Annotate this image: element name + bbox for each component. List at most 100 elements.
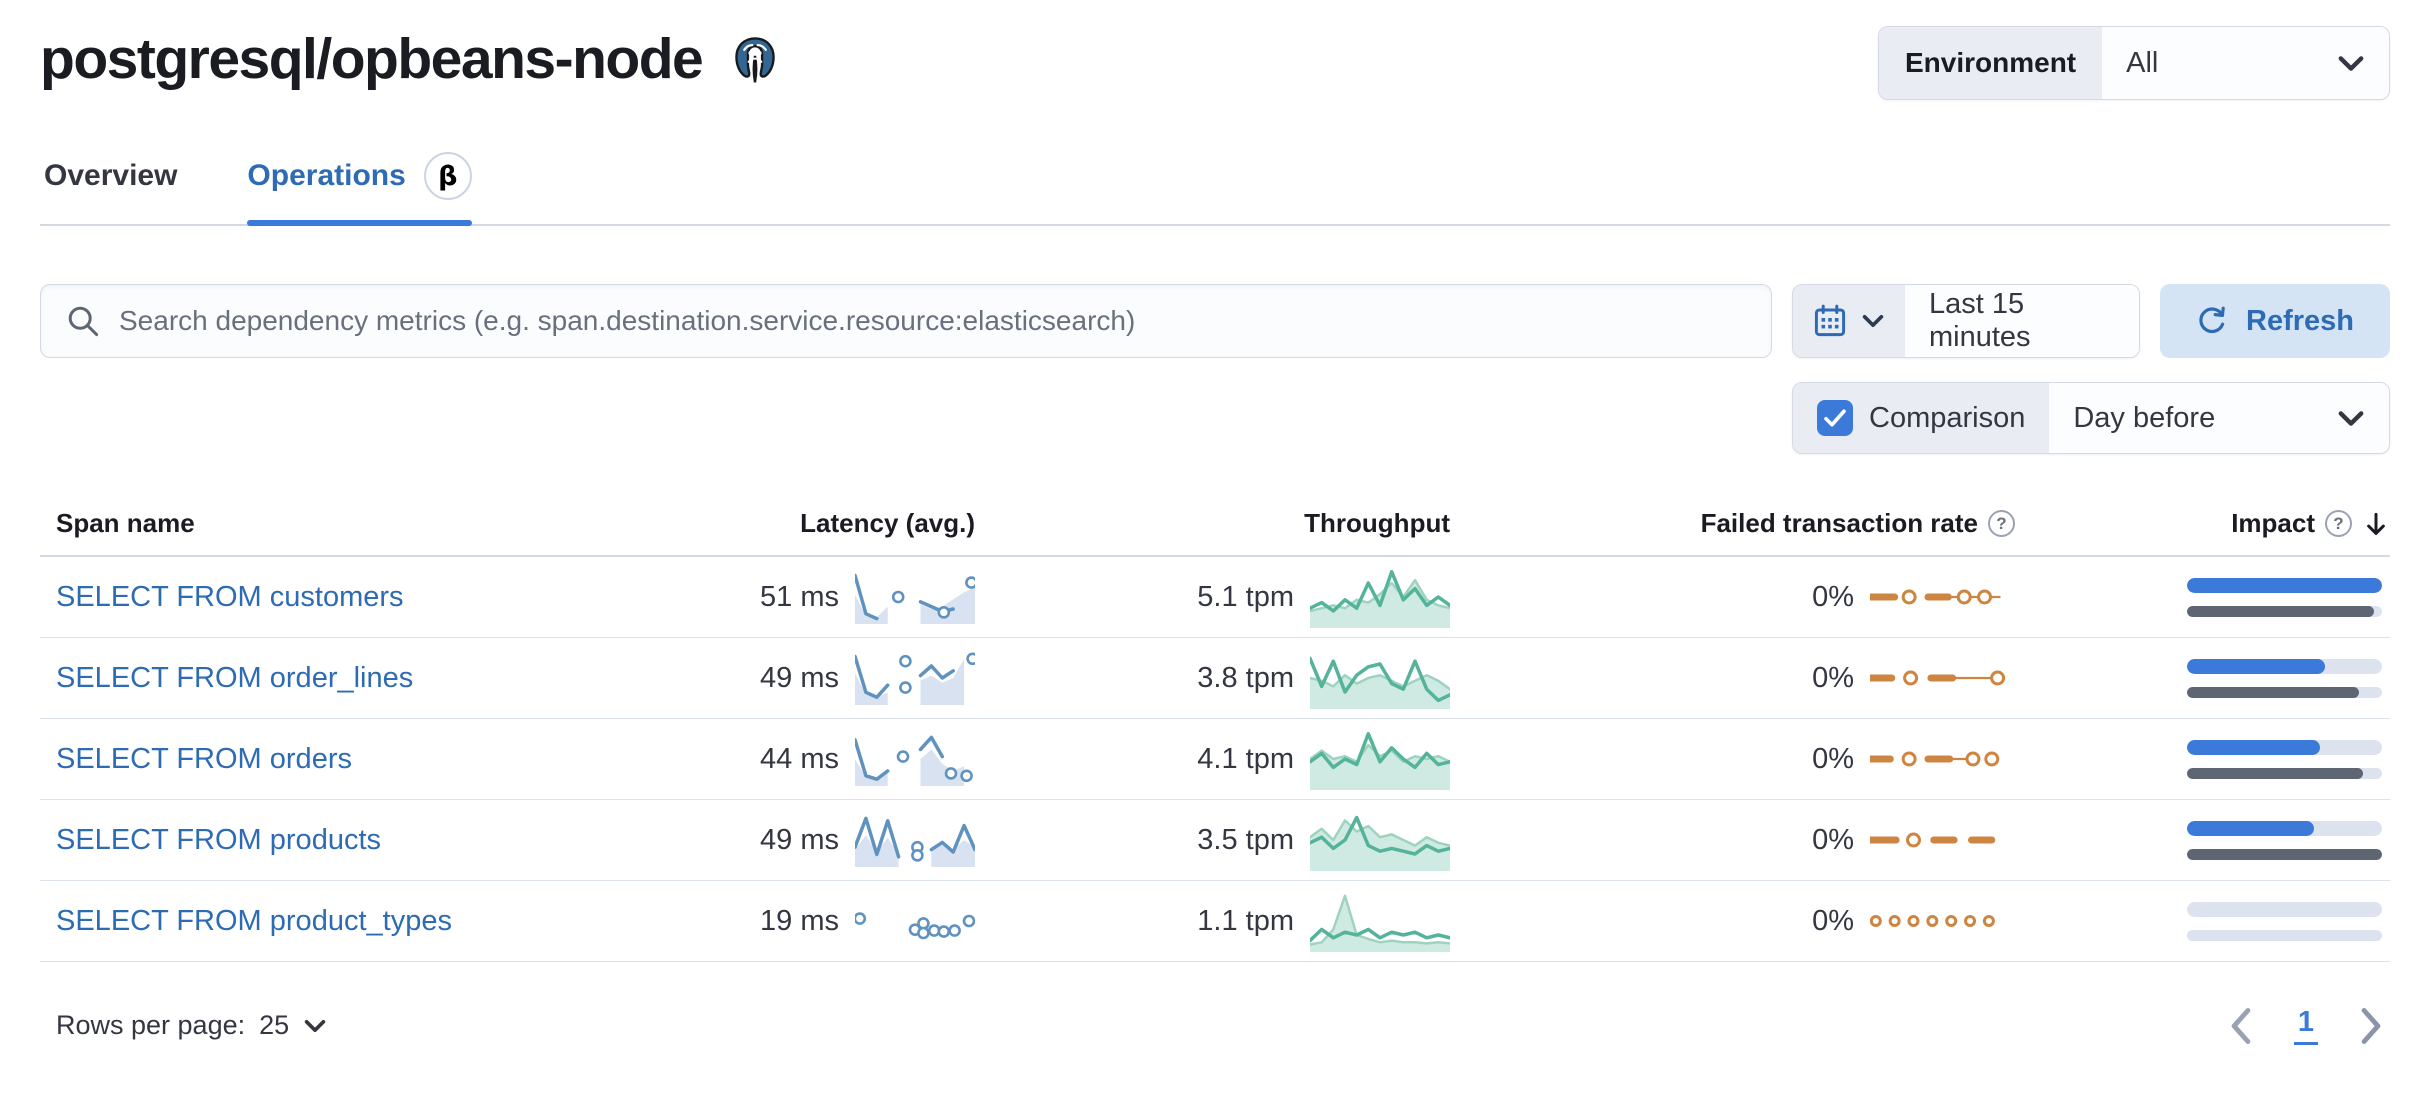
span-name-link[interactable]: SELECT FROM orders xyxy=(56,742,352,775)
latency-sparkline xyxy=(855,912,975,940)
failed-rate-cell: 0% xyxy=(1450,743,2015,776)
comparison-checkbox-wrap: Comparison xyxy=(1793,383,2050,453)
latency-sparkline xyxy=(855,573,975,624)
comparison-selected: Day before xyxy=(2073,401,2216,434)
throughput-cell: 3.5 tpm xyxy=(975,807,1450,873)
span-name-link[interactable]: SELECT FROM customers xyxy=(56,580,404,613)
impact-bar-current xyxy=(2187,577,2382,593)
failed-rate-sparkline xyxy=(1870,589,2001,605)
throughput-sparkline xyxy=(1310,656,1450,709)
latency-cell: 51 ms xyxy=(555,568,975,626)
tab-overview-label: Overview xyxy=(44,159,178,192)
environment-selected: All xyxy=(2126,46,2159,79)
failed-rate-cell: 0% xyxy=(1450,581,2015,614)
apm-dependency-page: postgresql/opbeans-node Environment All … xyxy=(40,26,2390,1045)
chevron-down-icon xyxy=(2338,55,2364,71)
chevron-down-icon xyxy=(304,1019,326,1032)
table-row: SELECT FROM orders 44 ms 4.1 tpm 0% xyxy=(40,719,2390,800)
failed-rate-sparkline xyxy=(1870,832,1996,848)
impact-bar-previous xyxy=(2187,767,2363,779)
page-number-1[interactable]: 1 xyxy=(2293,1006,2318,1045)
rows-per-page-value: 25 xyxy=(259,1010,290,1040)
page-title: postgresql/opbeans-node xyxy=(40,27,704,91)
tab-overview[interactable]: Overview xyxy=(44,152,177,224)
failed-rate-sparkline xyxy=(1870,670,2006,686)
failed-rate-cell: 0% xyxy=(1450,824,2015,857)
latency-cell: 49 ms xyxy=(555,649,975,707)
failed-rate-sparkline xyxy=(1870,751,2000,767)
throughput-cell: 5.1 tpm xyxy=(975,564,1450,630)
table-row: SELECT FROM customers 51 ms 5.1 tpm 0% xyxy=(40,557,2390,638)
col-header-throughput[interactable]: Throughput xyxy=(1304,508,1450,538)
col-header-impact[interactable]: Impact ? xyxy=(2015,508,2390,539)
impact-cell xyxy=(2015,901,2390,941)
failed-rate-cell: 0% xyxy=(1450,662,2015,695)
search-box[interactable] xyxy=(40,284,1772,358)
comparison-select[interactable]: Day before xyxy=(2049,383,2389,453)
operations-table: Span name Latency (avg.) Throughput Fail… xyxy=(40,508,2390,962)
latency-cell: 49 ms xyxy=(555,811,975,869)
table-row: SELECT FROM products 49 ms 3.5 tpm 0% xyxy=(40,800,2390,881)
col-header-latency[interactable]: Latency (avg.) xyxy=(800,508,975,538)
environment-value[interactable]: All xyxy=(2102,27,2389,99)
span-name-link[interactable]: SELECT FROM products xyxy=(56,823,382,856)
comparison-control: Comparison Day before xyxy=(1792,382,2390,454)
throughput-sparkline xyxy=(1310,570,1450,628)
date-picker-calendar-button[interactable] xyxy=(1793,285,1905,357)
impact-bar-previous xyxy=(2187,848,2382,860)
search-icon xyxy=(68,306,99,337)
help-icon[interactable]: ? xyxy=(2325,510,2352,537)
comparison-label: Comparison xyxy=(1869,401,2026,434)
chevron-down-icon xyxy=(2338,410,2364,426)
comparison-row: Comparison Day before xyxy=(40,382,2390,454)
date-picker[interactable]: Last 15 minutes xyxy=(1792,284,2140,358)
previous-page-button[interactable] xyxy=(2228,1007,2254,1045)
tab-operations-label: Operations xyxy=(247,159,406,192)
impact-bar-current xyxy=(2187,739,2320,755)
refresh-icon xyxy=(2199,306,2225,334)
impact-cell xyxy=(2015,658,2390,698)
table-row: SELECT FROM order_lines 49 ms 3.8 tpm 0% xyxy=(40,638,2390,719)
check-icon xyxy=(1824,409,1846,427)
search-input[interactable] xyxy=(119,305,1745,337)
calendar-icon xyxy=(1814,304,1846,337)
impact-bar-previous xyxy=(2187,605,2375,617)
latency-cell: 19 ms xyxy=(555,892,975,950)
span-name-link[interactable]: SELECT FROM product_types xyxy=(56,904,452,937)
latency-cell: 44 ms xyxy=(555,730,975,788)
tab-bar: Overview Operations β xyxy=(40,152,2390,226)
help-icon[interactable]: ? xyxy=(1988,510,2015,537)
time-range-value[interactable]: Last 15 minutes xyxy=(1905,285,2139,357)
col-header-span-name: Span name xyxy=(56,508,195,538)
failed-rate-sparkline xyxy=(1870,915,1995,927)
col-header-failed-rate[interactable]: Failed transaction rate ? xyxy=(1450,508,2015,539)
rows-per-page-button[interactable]: Rows per page: 25 xyxy=(56,1010,327,1041)
toolbar: Last 15 minutes Refresh xyxy=(40,284,2390,358)
failed-rate-cell: 0% xyxy=(1450,905,2015,938)
next-page-button[interactable] xyxy=(2358,1007,2384,1045)
refresh-button[interactable]: Refresh xyxy=(2160,284,2390,358)
comparison-checkbox[interactable] xyxy=(1817,400,1853,436)
impact-bar-current xyxy=(2187,658,2326,674)
throughput-sparkline xyxy=(1310,815,1450,871)
tab-operations[interactable]: Operations β xyxy=(247,152,472,226)
latency-sparkline xyxy=(855,816,975,867)
time-range-label: Last 15 minutes xyxy=(1929,288,2031,353)
table-footer: Rows per page: 25 1 xyxy=(40,1006,2390,1045)
pagination: 1 xyxy=(2228,1006,2384,1045)
throughput-cell: 4.1 tpm xyxy=(975,726,1450,792)
latency-sparkline xyxy=(855,735,973,786)
environment-select[interactable]: Environment All xyxy=(1878,26,2390,100)
span-name-link[interactable]: SELECT FROM order_lines xyxy=(56,661,414,694)
rows-per-page-label: Rows per page: xyxy=(56,1010,246,1040)
sort-desc-icon xyxy=(2367,512,2385,535)
latency-sparkline xyxy=(855,652,975,705)
title-wrap: postgresql/opbeans-node xyxy=(40,26,782,92)
impact-bar-current xyxy=(2187,820,2314,836)
beta-badge: β xyxy=(423,152,472,200)
impact-cell xyxy=(2015,820,2390,860)
throughput-sparkline xyxy=(1310,894,1450,952)
table-row: SELECT FROM product_types 19 ms 1.1 tpm … xyxy=(40,881,2390,962)
chevron-down-icon xyxy=(1862,314,1884,328)
throughput-sparkline xyxy=(1310,732,1450,790)
